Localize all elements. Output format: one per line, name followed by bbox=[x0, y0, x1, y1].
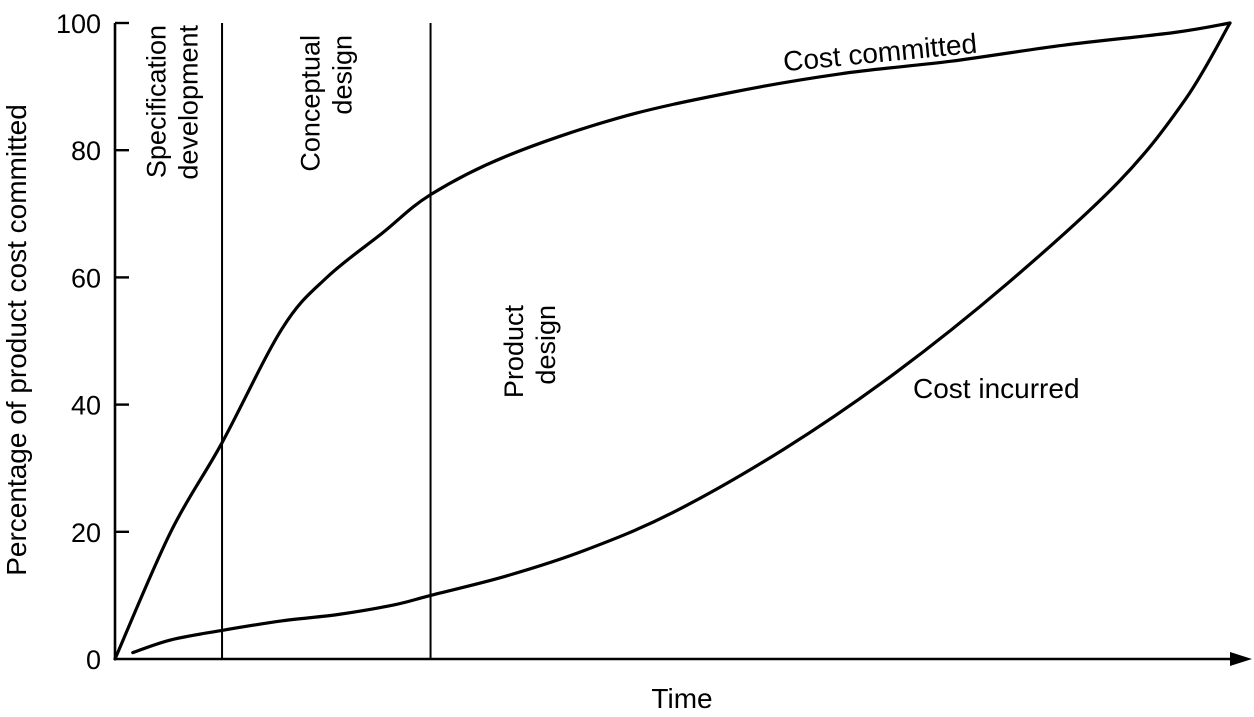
phase-label: Specification bbox=[142, 25, 172, 178]
x-axis-title: Time bbox=[651, 683, 712, 714]
x-axis bbox=[115, 652, 1252, 666]
series bbox=[113, 21, 1232, 661]
series-label-cost-incurred: Cost incurred bbox=[913, 373, 1080, 404]
y-axis: 0 20 40 60 80 100 bbox=[56, 9, 129, 675]
y-tick-label: 80 bbox=[71, 136, 101, 166]
y-tick-label: 60 bbox=[71, 263, 101, 293]
x-axis-arrowhead bbox=[1230, 652, 1252, 666]
phase-label: design bbox=[327, 35, 357, 115]
phase-label: Conceptual bbox=[295, 35, 325, 172]
phase-dividers bbox=[221, 23, 432, 659]
phase-label: design bbox=[531, 305, 561, 385]
phase-labels: Specification development Conceptual design… bbox=[142, 25, 561, 399]
y-tick-label: 20 bbox=[71, 518, 101, 548]
phase-label: development bbox=[174, 25, 204, 180]
y-tick-label: 40 bbox=[71, 391, 101, 421]
y-axis-title: Percentage of product cost committed bbox=[1, 104, 32, 576]
phase-label: Product bbox=[499, 305, 529, 399]
series-line-cost-committed bbox=[113, 21, 1232, 661]
series-line-cost-incurred bbox=[131, 21, 1232, 655]
y-tick-label: 0 bbox=[86, 645, 101, 675]
y-tick-label: 100 bbox=[56, 9, 101, 39]
